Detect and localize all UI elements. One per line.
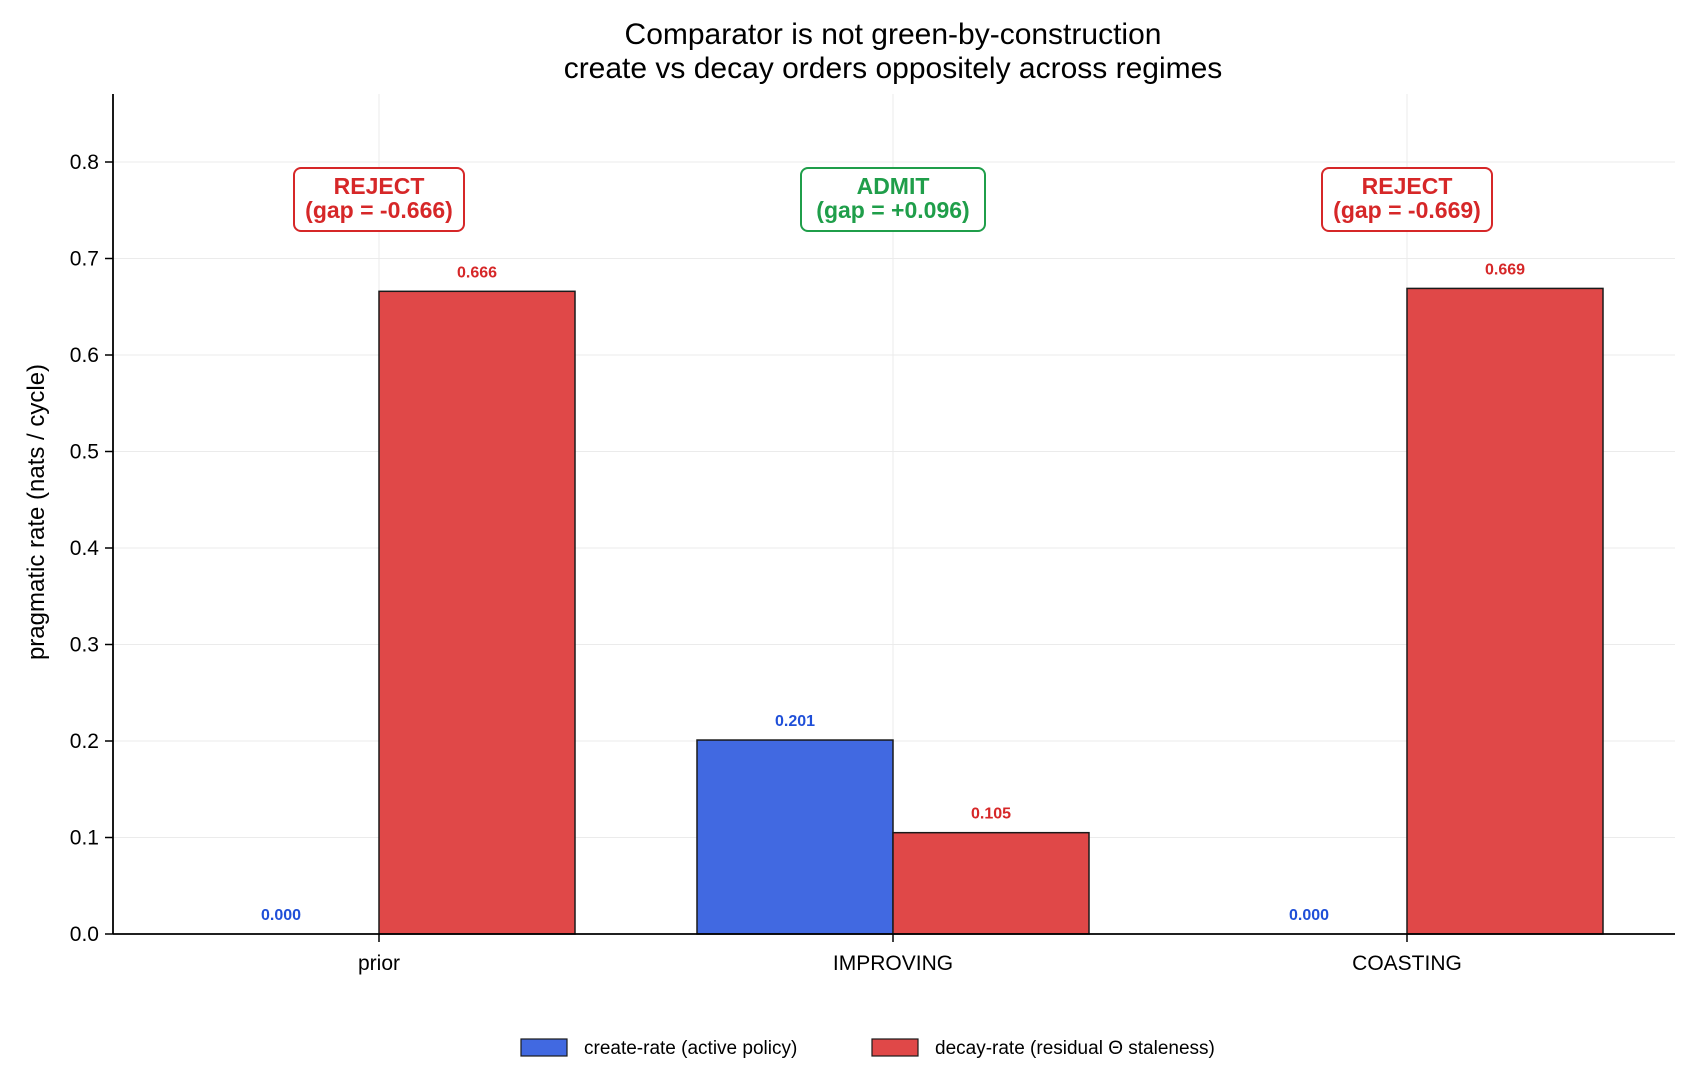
y-tick-label: 0.2 bbox=[70, 730, 99, 753]
bar-decay-improving bbox=[892, 831, 1090, 935]
verdict-decision: REJECT bbox=[334, 173, 425, 199]
verdict-decision: ADMIT bbox=[857, 173, 930, 199]
bar-create-improving bbox=[696, 739, 894, 935]
legend-item-create-rate[interactable]: create-rate (active policy) bbox=[520, 1038, 797, 1059]
legend-item-decay-rate[interactable]: decay-rate (residual Θ staleness) bbox=[871, 1038, 1215, 1059]
y-tick-label: 0.3 bbox=[70, 634, 99, 657]
y-tick-label: 0.8 bbox=[70, 151, 99, 174]
y-tick-label: 0.5 bbox=[70, 441, 99, 464]
value-label: 0.201 bbox=[775, 713, 815, 730]
value-label: 0.666 bbox=[457, 264, 497, 281]
axes: 0.0 0.1 0.2 0.3 0.4 0.5 0.6 0.7 0.8 prior IMPROVIN… bbox=[70, 94, 1675, 975]
y-axis-label: pragmatic rate (nats / cycle) bbox=[23, 364, 50, 660]
verdict-box bbox=[1321, 167, 1493, 232]
legend-swatch bbox=[871, 1038, 919, 1057]
gridlines bbox=[113, 94, 1675, 934]
bars bbox=[378, 287, 1604, 935]
value-label: 0.000 bbox=[261, 907, 301, 924]
value-label: 0.669 bbox=[1485, 261, 1525, 278]
y-tick-label: 0.1 bbox=[70, 827, 99, 850]
legend-label: decay-rate (residual Θ staleness) bbox=[935, 1038, 1215, 1059]
legend-label: create-rate (active policy) bbox=[584, 1038, 797, 1059]
x-tick-label: COASTING bbox=[1352, 952, 1462, 975]
bar-decay-coasting bbox=[1406, 287, 1604, 935]
verdict-gap: (gap = -0.669) bbox=[1333, 197, 1481, 223]
verdict-box bbox=[800, 167, 986, 232]
verdict-gap: (gap = +0.096) bbox=[816, 197, 969, 223]
y-tick-label: 0.4 bbox=[70, 537, 100, 560]
y-tick-label: 0.7 bbox=[70, 248, 99, 271]
verdict-box bbox=[293, 167, 465, 232]
verdict-annotations: REJECT(gap = -0.666)ADMIT(gap = +0.096)R… bbox=[293, 167, 1493, 232]
verdict-gap: (gap = -0.666) bbox=[305, 197, 453, 223]
legend[interactable]: create-rate (active policy) decay-rate (r… bbox=[520, 1038, 1215, 1059]
chart-title: Comparator is not green-by-construction bbox=[625, 18, 1162, 51]
value-label: 0.000 bbox=[1289, 907, 1329, 924]
bar-decay-prior bbox=[378, 290, 576, 935]
value-labels: 0.000 0.201 0.000 0.666 0.105 0.669 bbox=[261, 261, 1525, 924]
y-tick-label: 0.6 bbox=[70, 344, 99, 367]
x-tick-label: prior bbox=[358, 952, 400, 975]
chart-subtitle: create vs decay orders oppositely across… bbox=[564, 52, 1223, 85]
legend-swatch bbox=[520, 1038, 568, 1057]
value-label: 0.105 bbox=[971, 806, 1011, 823]
x-tick-label: IMPROVING bbox=[833, 952, 953, 975]
verdict-decision: REJECT bbox=[1362, 173, 1453, 199]
y-tick-label: 0.0 bbox=[70, 923, 99, 946]
